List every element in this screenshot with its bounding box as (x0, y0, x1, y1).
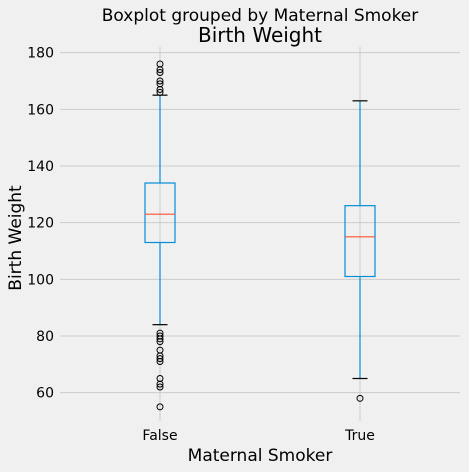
y-axis-label: Birth Weight (6, 185, 26, 291)
x-tick-label: True (344, 428, 375, 444)
outlier-point (156, 88, 164, 96)
outlier-point (156, 60, 164, 68)
y-tick-label: 180 (27, 46, 54, 62)
outlier-point (156, 69, 164, 76)
box-iqr (344, 205, 376, 278)
box-group-false (144, 60, 176, 411)
outlier-point (156, 346, 164, 354)
x-axis-label: Maternal Smoker (188, 446, 333, 466)
outlier-point (156, 375, 164, 382)
box-group-true (344, 100, 376, 402)
y-tick-label: 140 (27, 159, 54, 175)
chart-title: Birth Weight (198, 23, 322, 47)
outlier-point (156, 332, 164, 340)
outlier-point (156, 329, 164, 337)
x-tick-label: False (142, 428, 177, 444)
y-tick-label: 120 (27, 216, 54, 232)
outlier-point (156, 77, 164, 85)
outlier-point (156, 383, 164, 391)
plot-area (144, 60, 376, 411)
outlier-point (156, 403, 164, 411)
box-iqr (144, 182, 176, 244)
y-tick-label: 80 (36, 329, 54, 345)
outlier-point (156, 355, 164, 363)
y-tick-label: 160 (27, 102, 54, 118)
grid (60, 47, 460, 421)
outlier-point (156, 80, 164, 88)
axes: 60 80 100 120 140 160 180 False True (27, 46, 375, 444)
chart-suptitle: Boxplot grouped by Maternal Smoker (102, 6, 419, 26)
y-tick-label: 100 (27, 272, 54, 288)
outlier-point (356, 394, 364, 402)
y-tick-label: 60 (36, 386, 54, 402)
